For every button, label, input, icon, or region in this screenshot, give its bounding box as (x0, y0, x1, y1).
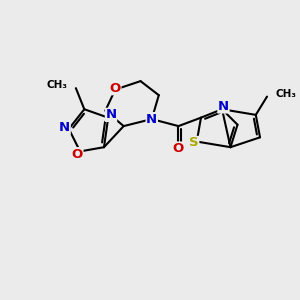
Text: N: N (218, 100, 229, 113)
Text: O: O (173, 142, 184, 155)
Text: CH₃: CH₃ (275, 89, 296, 99)
Text: O: O (110, 82, 121, 95)
Text: CH₃: CH₃ (46, 80, 68, 90)
Text: O: O (72, 148, 83, 161)
Text: N: N (59, 121, 70, 134)
Text: S: S (189, 136, 199, 149)
Text: N: N (105, 108, 117, 122)
Text: N: N (146, 112, 157, 126)
